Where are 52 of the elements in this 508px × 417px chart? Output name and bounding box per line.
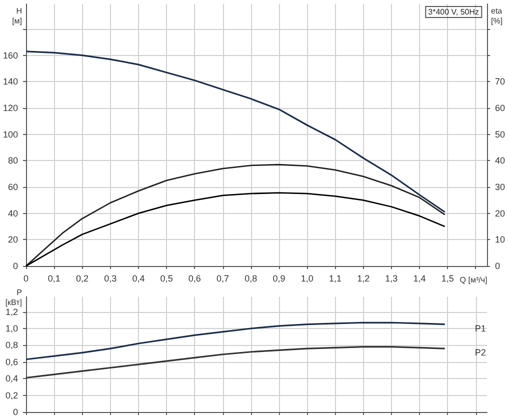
x-tick-label: 0,8 xyxy=(244,274,258,284)
line-series xyxy=(25,164,446,267)
y-tick-label: 120 xyxy=(2,103,18,114)
x-tick-label: 1,2 xyxy=(357,274,370,284)
y-tick-label: 140 xyxy=(2,76,18,87)
line-series xyxy=(25,346,446,379)
text: P2 xyxy=(474,348,486,358)
x-tick-label: 0,4 xyxy=(132,274,145,284)
x-tick-label: 0,7 xyxy=(216,274,230,284)
x-tick-label: 1,5 xyxy=(441,274,454,284)
x-tick-label: 0 xyxy=(24,274,29,284)
y-tick-label: 1,0 xyxy=(5,323,18,334)
y-tick-label: 20 xyxy=(8,234,18,245)
y2-tick-label: 50 xyxy=(494,129,506,140)
y2-tick-label: 0 xyxy=(494,261,500,271)
x-tick-label: 0,9 xyxy=(272,274,286,284)
y-tick-label: 80 xyxy=(8,156,18,166)
text: P1 xyxy=(474,323,486,334)
y2-tick-label: 70 xyxy=(494,76,506,87)
x-tick-label: 0,6 xyxy=(188,274,201,284)
x-tick-label: 1,3 xyxy=(385,274,398,284)
x-tick-label: 1,0 xyxy=(300,274,314,284)
y2-tick-label: 40 xyxy=(494,156,506,166)
chart-title: 3*400 V, 50Hz xyxy=(428,8,480,16)
y-tick-label: 0 xyxy=(12,407,18,417)
y-tick-label: 100 xyxy=(2,129,18,140)
y-tick-label: 160 xyxy=(2,50,18,60)
y-axis-title: H [м] xyxy=(12,6,22,26)
x-tick-label: 0,2 xyxy=(76,274,88,284)
line-series xyxy=(25,50,446,213)
y-tick-label: 0,2 xyxy=(5,390,18,400)
line-series xyxy=(25,322,446,360)
y-axis-title: P [кВт] xyxy=(5,288,22,307)
y-tick-label: 0,4 xyxy=(5,374,18,384)
y-tick-label: 0 xyxy=(13,261,18,271)
y-tick-label: 0,6 xyxy=(5,356,18,367)
y-tick-label: 1,2 xyxy=(5,306,18,317)
x-tick-label: 1,4 xyxy=(413,274,426,284)
y2-tick-label: 30 xyxy=(494,182,506,192)
line-series xyxy=(25,192,446,267)
y2-tick-label: 20 xyxy=(494,208,506,218)
y-tick-label: 60 xyxy=(8,182,18,192)
y-tick-label: 40 xyxy=(8,208,18,218)
y2-axis-title: eta [%] xyxy=(490,6,503,26)
x-tick-label: 1,1 xyxy=(328,274,342,284)
y2-tick-label: 10 xyxy=(494,234,506,245)
y-tick-label: 0,8 xyxy=(5,340,18,350)
x-axis-title: Q [м³/ч] xyxy=(460,276,488,284)
x-tick-label: 0,3 xyxy=(104,274,117,284)
x-tick-label: 0,5 xyxy=(160,274,173,284)
y2-tick-label: 60 xyxy=(494,103,506,114)
x-tick-label: 0,1 xyxy=(48,274,60,284)
